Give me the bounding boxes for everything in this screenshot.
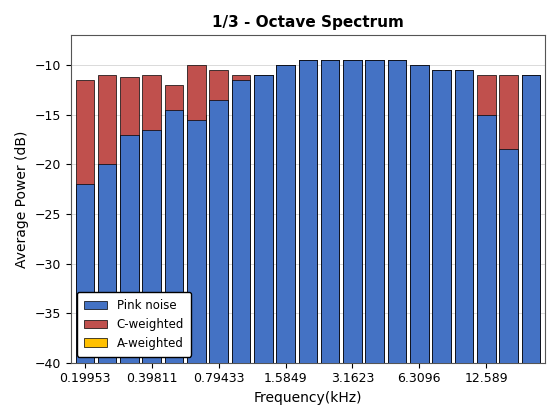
Bar — [432, 90, 451, 363]
Bar — [455, 70, 473, 363]
Bar — [298, 60, 318, 363]
Legend: Pink noise, C-weighted, A-weighted: Pink noise, C-weighted, A-weighted — [77, 292, 191, 357]
Bar — [209, 100, 228, 363]
Bar — [432, 70, 451, 363]
Bar — [76, 80, 94, 363]
Bar — [209, 70, 228, 363]
Bar — [388, 60, 407, 363]
Bar — [499, 75, 518, 363]
Bar — [455, 80, 473, 363]
Bar — [298, 60, 318, 363]
Bar — [366, 60, 384, 363]
Bar — [120, 134, 139, 363]
Bar — [165, 85, 183, 363]
Bar — [98, 164, 116, 363]
Bar — [232, 80, 250, 363]
Bar — [142, 130, 161, 363]
Bar — [165, 110, 183, 363]
Bar — [499, 150, 518, 363]
Bar — [232, 75, 250, 363]
Bar — [432, 70, 451, 363]
Bar — [521, 75, 540, 363]
Bar — [477, 115, 496, 363]
Bar — [254, 75, 273, 363]
Bar — [254, 75, 273, 363]
Bar — [455, 70, 473, 363]
Bar — [142, 75, 161, 363]
Bar — [366, 60, 384, 363]
Bar — [343, 60, 362, 363]
Bar — [366, 60, 384, 363]
Bar — [321, 60, 339, 363]
Bar — [298, 60, 318, 363]
Bar — [209, 100, 228, 363]
Bar — [98, 75, 116, 363]
Bar — [388, 60, 407, 363]
Bar — [499, 214, 518, 363]
Bar — [276, 65, 295, 363]
Bar — [477, 348, 496, 363]
Bar — [232, 80, 250, 363]
Bar — [254, 75, 273, 363]
Bar — [98, 164, 116, 363]
Bar — [187, 115, 206, 363]
Bar — [521, 75, 540, 363]
Bar — [76, 184, 94, 363]
Bar — [187, 120, 206, 363]
Bar — [410, 95, 428, 363]
Bar — [321, 60, 339, 363]
Bar — [521, 75, 540, 363]
Bar — [343, 60, 362, 363]
Bar — [276, 65, 295, 363]
Bar — [410, 65, 428, 363]
Bar — [76, 189, 94, 363]
Title: 1/3 - Octave Spectrum: 1/3 - Octave Spectrum — [212, 15, 404, 30]
Bar — [321, 60, 339, 363]
Bar — [120, 134, 139, 363]
Bar — [165, 110, 183, 363]
Bar — [142, 130, 161, 363]
Bar — [120, 77, 139, 363]
Bar — [388, 60, 407, 363]
Bar — [276, 65, 295, 363]
Bar — [187, 65, 206, 363]
Bar — [477, 75, 496, 363]
Bar — [343, 60, 362, 363]
Y-axis label: Average Power (dB): Average Power (dB) — [15, 130, 29, 268]
Bar — [410, 65, 428, 363]
X-axis label: Frequency(kHz): Frequency(kHz) — [254, 391, 362, 405]
